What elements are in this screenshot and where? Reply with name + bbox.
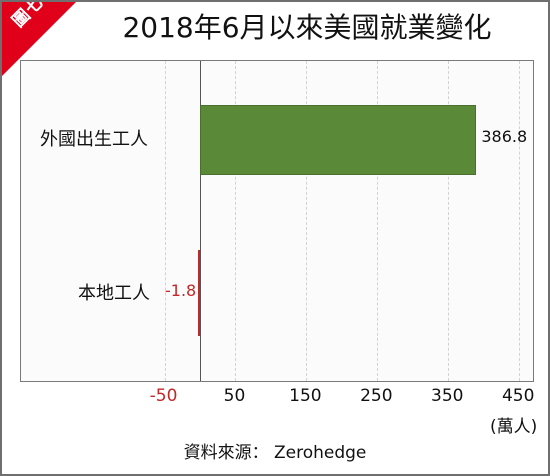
gridline <box>306 61 308 381</box>
gridline <box>377 61 379 381</box>
gridline <box>235 61 237 381</box>
gridline <box>448 61 450 381</box>
x-tick-label: 150 <box>289 386 322 406</box>
chart-title: 2018年6月以來美國就業變化 <box>122 11 492 44</box>
x-tick-label: 450 <box>501 386 535 406</box>
category-label: 本地工人 <box>78 283 150 304</box>
plot-area <box>20 60 534 382</box>
gridline <box>164 61 166 381</box>
x-tick-label: 350 <box>431 386 464 406</box>
x-tick-label: 50 <box>223 386 246 406</box>
category-label: 外國出生工人 <box>40 129 148 150</box>
bar <box>198 250 200 336</box>
bar <box>200 105 477 175</box>
zero-axis-line <box>200 61 201 381</box>
data-label: -1.8 <box>165 281 197 300</box>
x-axis-unit: (萬人) <box>490 417 538 437</box>
x-tick-label: 250 <box>360 386 393 406</box>
x-tick-label: -50 <box>149 386 178 406</box>
gridline <box>519 61 521 381</box>
data-source: 資料來源： Zerohedge <box>183 443 367 463</box>
data-label: 386.8 <box>481 127 528 146</box>
